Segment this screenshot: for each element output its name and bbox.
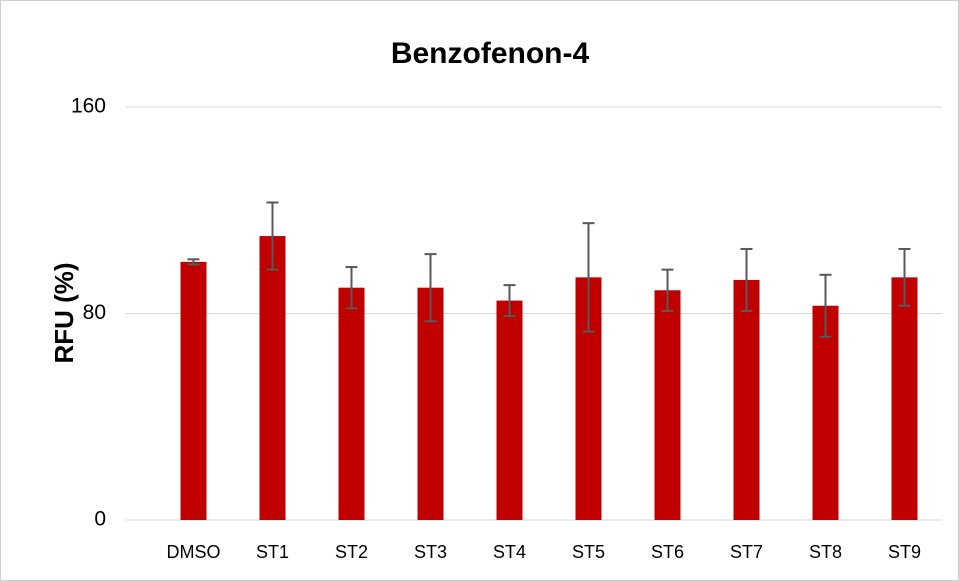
y-axis-label: RFU (%) [49, 262, 79, 363]
bar [654, 290, 681, 520]
bar [891, 277, 918, 520]
y-tick-label: 80 [83, 301, 106, 324]
bar [338, 287, 365, 520]
x-tick-label: DMSO [167, 542, 221, 562]
x-tick-label: ST2 [335, 542, 368, 562]
chart-title: Benzofenon-4 [391, 37, 590, 70]
x-tick-label: ST9 [888, 542, 921, 562]
x-tick-label: ST8 [809, 542, 842, 562]
bar [259, 236, 286, 520]
bar [180, 261, 207, 520]
x-tick-label: ST3 [414, 542, 447, 562]
bar [417, 287, 444, 520]
x-tick-label: ST5 [572, 542, 605, 562]
y-tick-label: 160 [71, 95, 106, 118]
x-tick-label: ST1 [256, 542, 289, 562]
bar [812, 305, 839, 520]
x-tick-label: ST7 [730, 542, 763, 562]
y-tick-label: 0 [94, 508, 106, 531]
bar [496, 300, 523, 520]
x-tick-label: ST4 [493, 542, 526, 562]
bar [733, 279, 760, 520]
x-tick-label: ST6 [651, 542, 684, 562]
